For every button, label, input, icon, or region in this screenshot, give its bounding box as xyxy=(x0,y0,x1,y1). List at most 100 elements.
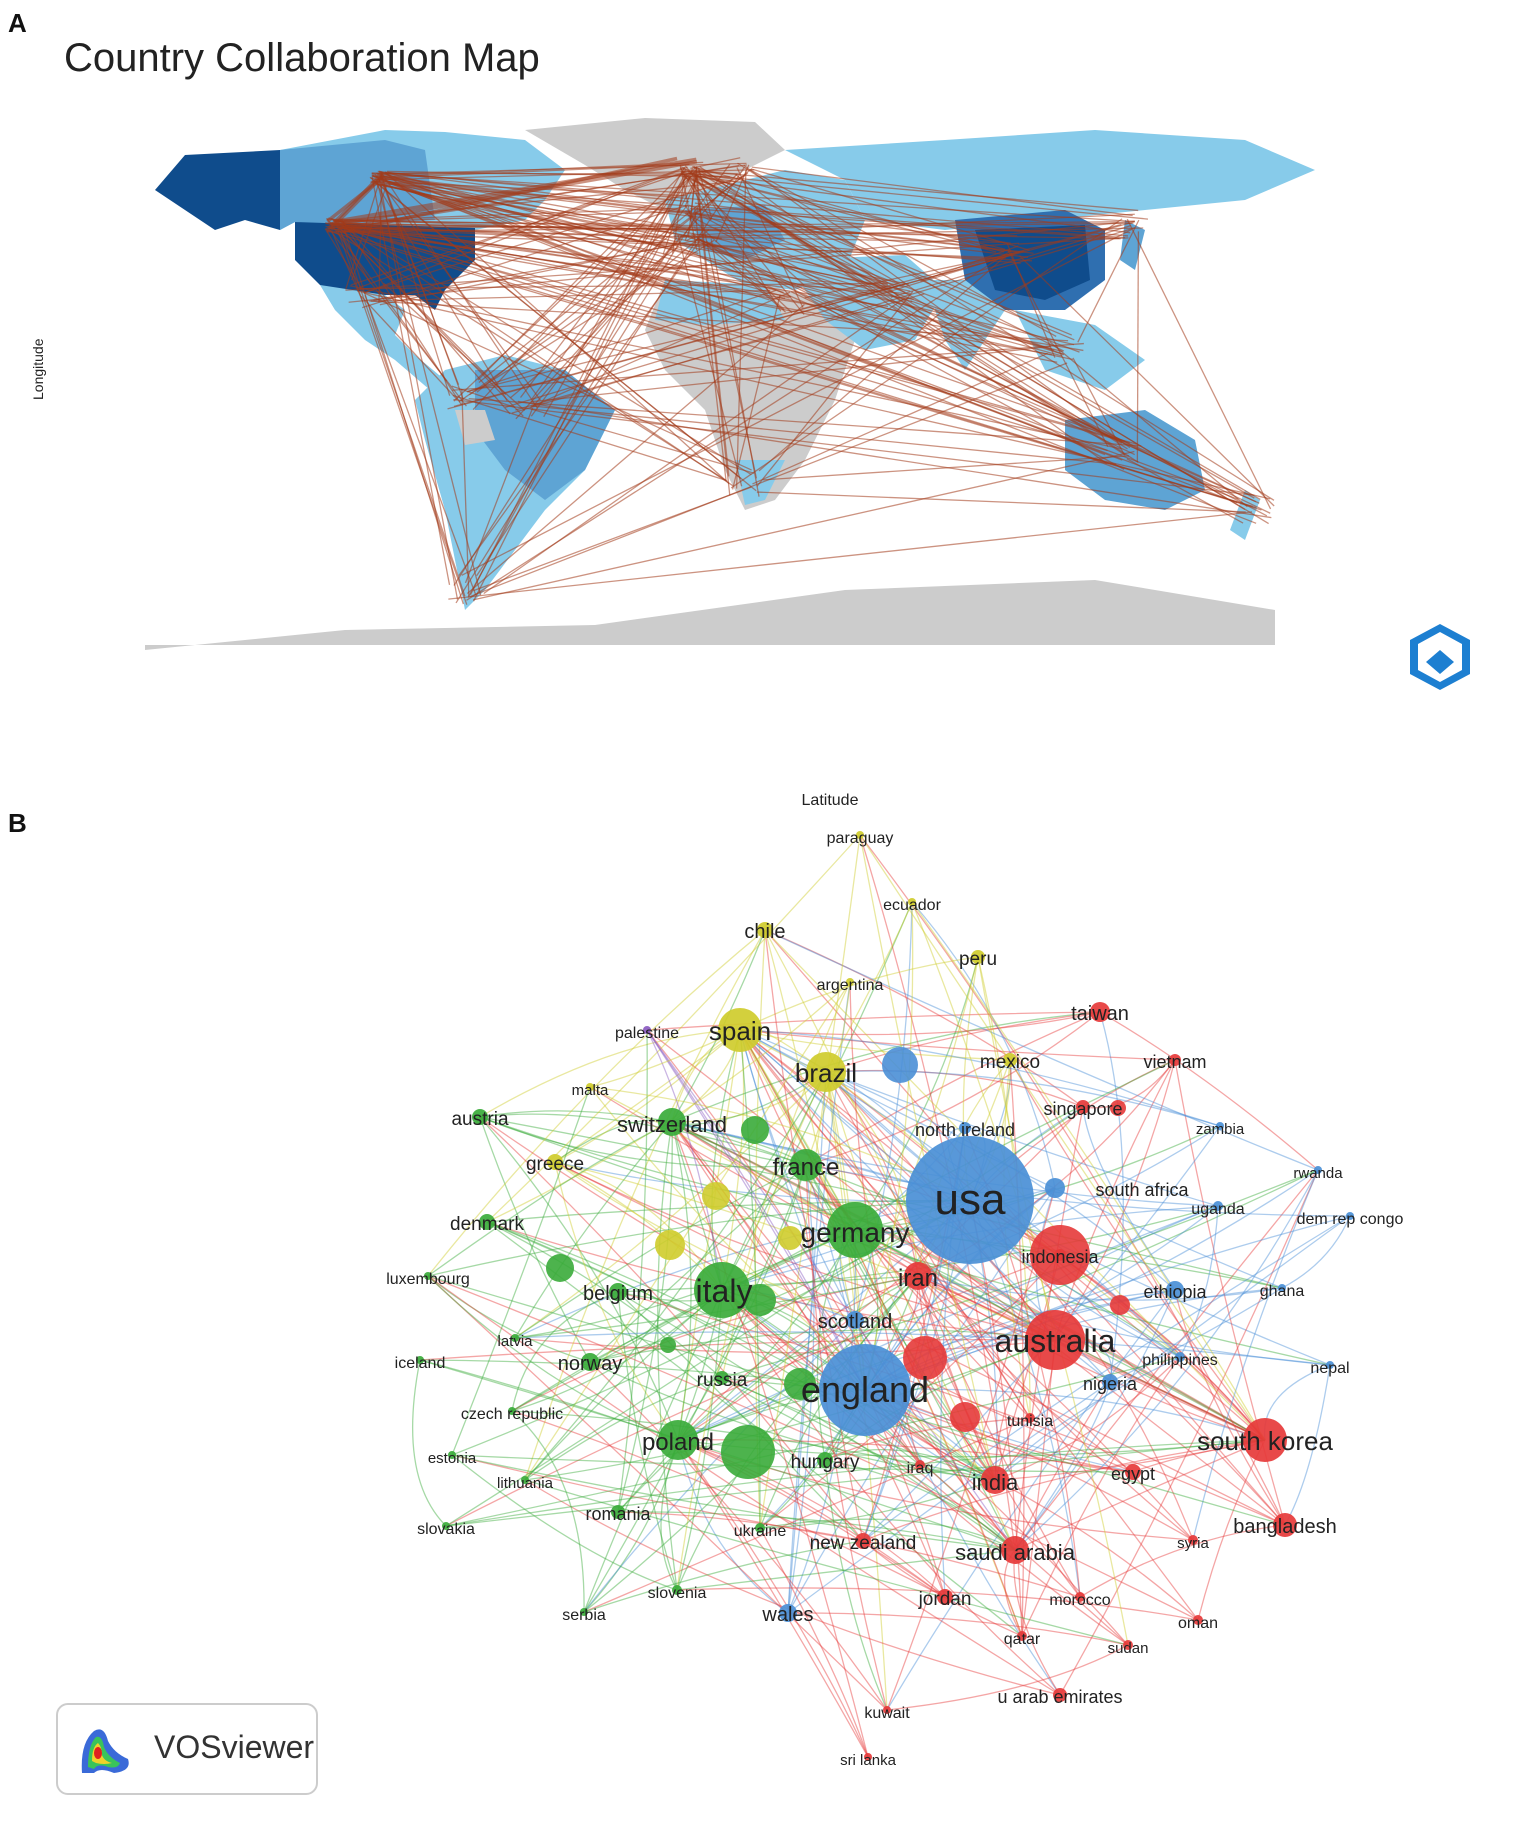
map-edge xyxy=(364,175,745,293)
network-edge xyxy=(759,1527,869,1758)
network-edge xyxy=(514,1199,971,1339)
network-label-south-korea: south korea xyxy=(1197,1426,1333,1456)
network-edge xyxy=(617,1121,673,1513)
map-edge xyxy=(892,305,1126,456)
network-node-unlabeled xyxy=(655,1230,685,1260)
network-edge xyxy=(427,1275,591,1363)
network-edge xyxy=(427,1275,1061,1696)
network-node-unlabeled xyxy=(744,1284,776,1316)
map-edge xyxy=(1006,242,1056,358)
network-edge xyxy=(739,1029,866,1391)
network-node-argentina xyxy=(846,978,854,986)
map-edge xyxy=(735,174,915,309)
network-label-argentina: argentina xyxy=(817,977,884,994)
network-edge xyxy=(486,834,861,1223)
network-edge xyxy=(524,1339,1056,1481)
map-edge xyxy=(505,251,1021,408)
network-node-austria xyxy=(472,1109,488,1125)
map-edge xyxy=(730,218,1123,489)
network-edge xyxy=(589,1361,996,1481)
network-edge xyxy=(759,1254,1061,1529)
network-node-kuwait xyxy=(883,1706,891,1714)
network-node-unlabeled xyxy=(660,1337,676,1353)
network-edge xyxy=(721,1289,1129,1646)
network-edge xyxy=(764,929,864,1542)
network-label-philippines: philippines xyxy=(1142,1352,1218,1369)
network-edge xyxy=(721,1169,1319,1379)
network-edge xyxy=(787,1612,1129,1646)
network-label-north-ireland: north ireland xyxy=(915,1120,1015,1140)
network-edge xyxy=(787,1164,815,1614)
network-edge xyxy=(514,1229,856,1339)
map-edge xyxy=(344,225,783,288)
network-label-sri-lanka: sri lanka xyxy=(840,1752,897,1769)
land-new-zealand xyxy=(1230,490,1260,540)
network-edge xyxy=(739,1029,1023,1637)
network-edge xyxy=(886,1644,1129,1711)
network-edge xyxy=(824,1459,1016,1551)
network-label-morocco: morocco xyxy=(1049,1592,1110,1609)
network-edge xyxy=(764,929,1319,1171)
network-node-new-zealand xyxy=(855,1533,871,1549)
network-edge xyxy=(479,1116,864,1542)
network-node-unlabeled xyxy=(778,1226,802,1250)
network-edge xyxy=(739,956,979,1031)
network-edge xyxy=(419,1359,1016,1551)
network-nodes xyxy=(416,831,1354,1761)
network-label-poland: poland xyxy=(642,1429,714,1456)
network-edge xyxy=(617,1291,864,1542)
network-edge xyxy=(859,834,1266,1441)
network-edge xyxy=(721,1289,1129,1646)
network-node-belgium xyxy=(609,1283,627,1301)
network-node-slovakia xyxy=(442,1522,450,1530)
map-edge xyxy=(371,176,451,585)
network-edge xyxy=(511,1410,585,1613)
map-edge xyxy=(379,177,1238,504)
map-edge xyxy=(378,178,459,600)
network-label-norway: norway xyxy=(558,1353,622,1375)
network-edge xyxy=(825,1071,1031,1419)
map-edge xyxy=(345,171,383,290)
network-edge xyxy=(805,1164,996,1481)
network-node-rwanda xyxy=(1314,1166,1322,1174)
network-edge xyxy=(427,1275,888,1711)
network-label-wales: wales xyxy=(761,1604,813,1626)
network-node-peru xyxy=(971,950,985,964)
map-edge xyxy=(376,181,482,596)
network-edge xyxy=(617,1291,1286,1526)
network-edge xyxy=(787,1381,1111,1614)
network-label-slovenia: slovenia xyxy=(648,1585,707,1602)
network-edge xyxy=(451,1086,591,1456)
network-label-ecuador: ecuador xyxy=(883,897,941,914)
network-label-ghana: ghana xyxy=(1260,1283,1305,1300)
network-edge xyxy=(677,1229,856,1441)
network-node-usa xyxy=(906,1136,1034,1264)
network-edge xyxy=(739,1029,1056,1341)
map-edge xyxy=(350,171,686,286)
network-label-australia: australia xyxy=(995,1323,1116,1359)
network-edge xyxy=(739,1029,1031,1419)
network-label-germany: germany xyxy=(801,1217,910,1248)
network-edge xyxy=(451,1454,1134,1473)
network-edge xyxy=(825,1071,1266,1441)
network-edge xyxy=(583,1071,827,1613)
network-label-ethiopia: ethiopia xyxy=(1143,1282,1207,1302)
vosviewer-logo: VOSviewer xyxy=(56,1703,318,1795)
network-edge xyxy=(524,1479,1129,1646)
network-edge xyxy=(419,1359,679,1441)
network-edge xyxy=(824,1459,888,1711)
network-edge xyxy=(739,1011,1101,1036)
network-edge xyxy=(1059,1169,1319,1696)
network-edge xyxy=(1021,1339,1056,1637)
network-edge xyxy=(671,1121,1016,1551)
network-edge xyxy=(805,1011,1101,1166)
network-node-luxembourg xyxy=(424,1272,432,1280)
map-edge xyxy=(468,398,1142,447)
panel-label-b: B xyxy=(8,808,27,838)
network-edge xyxy=(739,1029,1221,1127)
network-edge xyxy=(617,1275,919,1513)
network-node-estonia xyxy=(448,1451,456,1459)
map-edge xyxy=(690,208,1120,239)
network-edge xyxy=(825,1071,919,1277)
network-label-spain: spain xyxy=(709,1016,771,1046)
